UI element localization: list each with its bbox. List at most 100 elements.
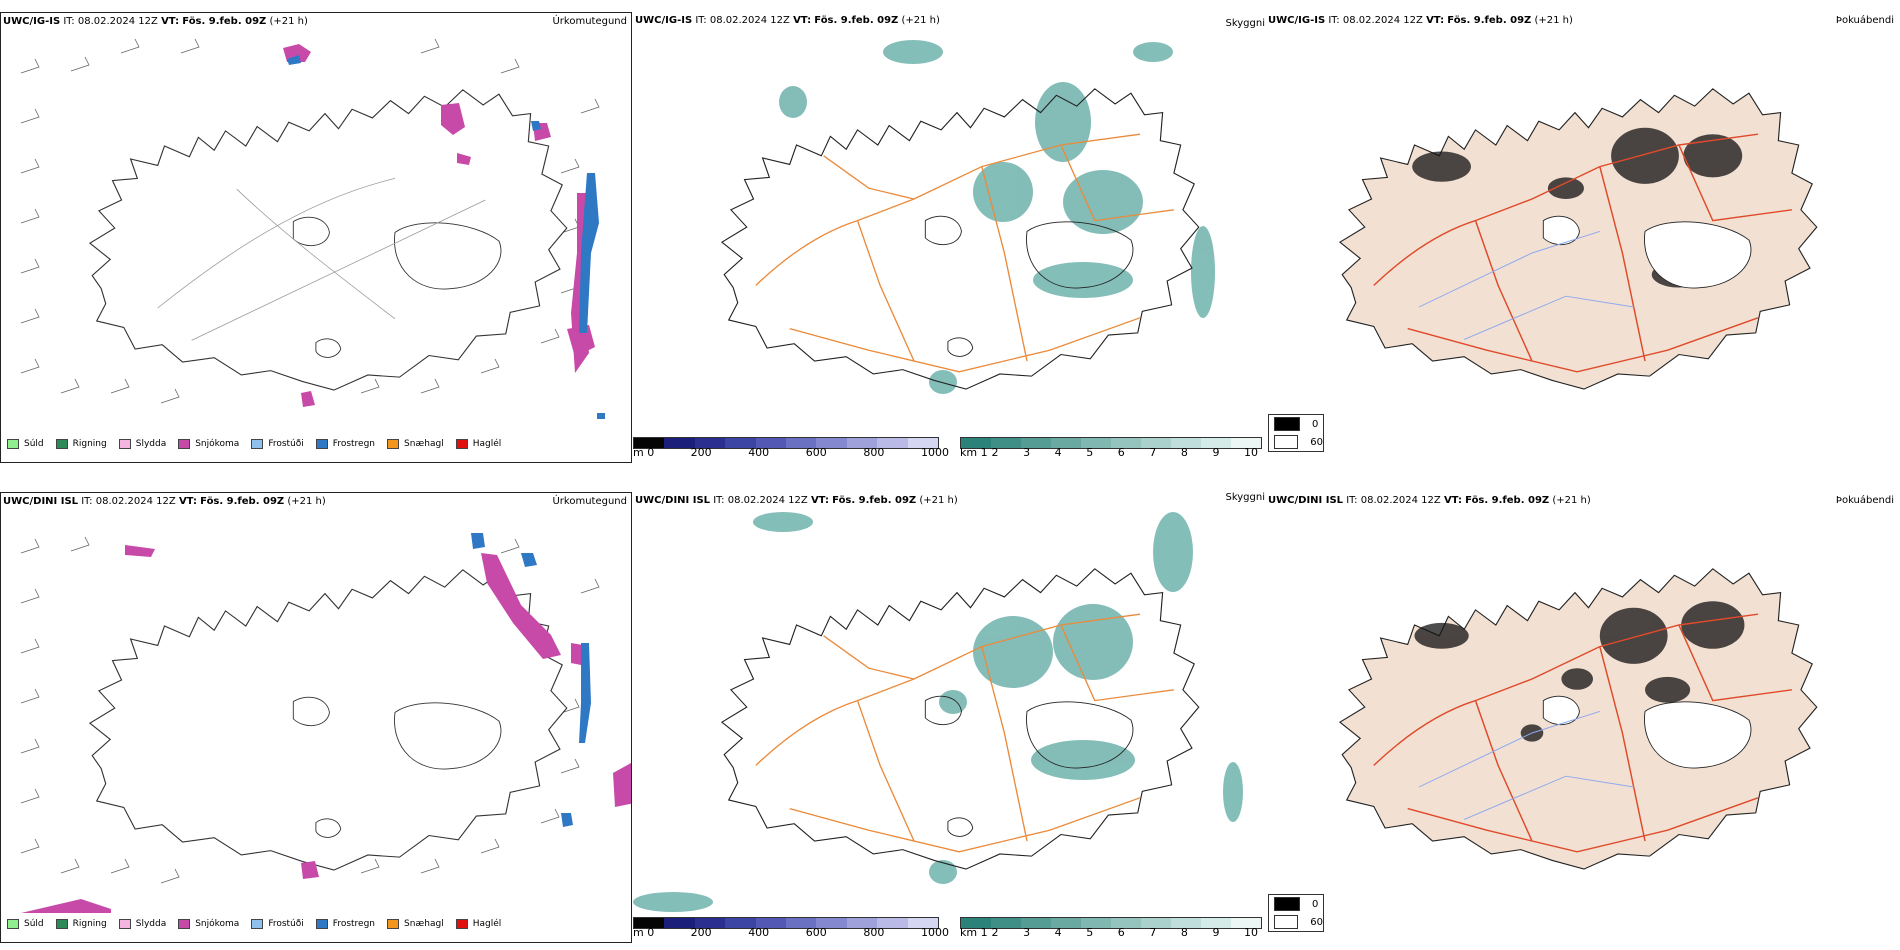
- visibility-map: [633, 512, 1243, 912]
- precip-legend-item: Snjókoma: [178, 919, 239, 929]
- fog-legend-swatch: [1274, 435, 1299, 449]
- fog-legend-low: 60: [1310, 916, 1323, 928]
- colorbar-segment: [634, 438, 665, 448]
- precip-legend-item: Snæhagl: [387, 439, 444, 449]
- precip-legend-item: Frostregn: [315, 439, 375, 449]
- panel-title: Skyggni: [1225, 492, 1265, 503]
- colorbar-tick-label: 600: [805, 446, 827, 459]
- fog-legend-low: 60: [1310, 436, 1323, 448]
- panel-header: UWC/IG-IS IT: 08.02.2024 12Z VT: Fös. 9.…: [635, 15, 940, 26]
- colorbar-tick-label: 9: [1212, 926, 1220, 939]
- panel-title: Úrkomutegund: [552, 16, 627, 27]
- colorbar-segment: [786, 438, 817, 448]
- precip-legend-label: Snjókoma: [195, 919, 240, 929]
- colorbar-segment: [907, 438, 939, 448]
- precip-legend-label: Snjókoma: [195, 439, 240, 449]
- precip-legend-item: Slydda: [118, 439, 166, 449]
- precip-legend-label: Rigning: [72, 439, 107, 449]
- fog-panel-1: UWC/IG-IS IT: 08.02.2024 12Z VT: Fös. 9.…: [1266, 12, 1900, 463]
- colorbar-segment: [1081, 918, 1111, 928]
- colorbar-segment: [907, 918, 939, 928]
- colorbar-segment: [664, 438, 695, 448]
- precip-legend-swatch: [251, 919, 264, 929]
- colorbar-segment: [634, 918, 665, 928]
- colorbar-segment: [725, 438, 756, 448]
- colorbar-tick-label: 2: [991, 446, 999, 459]
- colorbar-tick-label: 7: [1149, 926, 1157, 939]
- colorbar-tick-label: 8: [1180, 926, 1188, 939]
- precip-legend-label: Súld: [24, 439, 44, 449]
- colorbar-segment: [1141, 918, 1171, 928]
- colorbar-segment: [755, 918, 787, 928]
- precip-legend-label: Haglél: [472, 919, 502, 929]
- colorbar-segment: [1051, 438, 1081, 448]
- colorbar-tick-label: 3: [1023, 926, 1031, 939]
- colorbar-tick-label: 400: [748, 926, 770, 939]
- precip-legend-item: Rigning: [55, 919, 107, 929]
- precip-legend-item: Haglél: [455, 439, 501, 449]
- colorbar-segment: [846, 918, 878, 928]
- freezing-rain-areas: [287, 55, 605, 419]
- colorbar-segment: [1171, 438, 1201, 448]
- colorbar-segment: [816, 438, 847, 448]
- fog-legend-swatch: [1274, 915, 1299, 929]
- fog-panel-2: UWC/DINI ISL IT: 08.02.2024 12Z VT: Fös.…: [1266, 492, 1900, 943]
- precip-legend-label: Slydda: [135, 919, 167, 929]
- colorbar-segment: [755, 438, 787, 448]
- height-colorbar: [633, 917, 939, 929]
- colorbar-segment: [1171, 918, 1201, 928]
- colorbar-tick-label: 7: [1149, 446, 1157, 459]
- colorbar-segment: [1111, 918, 1141, 928]
- colorbar-segment: [1231, 438, 1261, 448]
- colorbar-tick-label: 800: [863, 926, 885, 939]
- precip-legend-swatch: [387, 439, 400, 449]
- precip-legend-item: Súld: [7, 919, 44, 929]
- colorbar-tick-label: 4: [1054, 446, 1062, 459]
- colorbar-tick-label: 1000: [921, 446, 949, 459]
- precip-legend-swatch: [118, 439, 131, 449]
- precip-map: [20, 38, 605, 419]
- panel-title: Þokuábendi: [1835, 495, 1894, 506]
- colorbar-segment: [1051, 918, 1081, 928]
- precip-legend-swatch: [55, 439, 68, 449]
- colorbar-segment: [846, 438, 878, 448]
- colorbar-tick-label: 9: [1212, 446, 1220, 459]
- precip-legend-item: Frostúði: [251, 439, 304, 449]
- precip-legend-swatch: [455, 439, 468, 449]
- colorbar-tick-label: km 1: [960, 926, 988, 939]
- colorbar-tick-label: 6: [1117, 926, 1125, 939]
- colorbar-tick-label: 400: [748, 446, 770, 459]
- colorbar-tick-label: 600: [805, 926, 827, 939]
- precip-legend-swatch: [251, 439, 264, 449]
- precip-legend-swatch: [7, 439, 19, 449]
- precip-legend-label: Frostúði: [268, 919, 304, 929]
- colorbar-segment: [786, 918, 817, 928]
- colorbar-tick-label: 1000: [921, 926, 949, 939]
- precip-legend-label: Rigning: [72, 919, 107, 929]
- visibility-colorbar-ticks: km 1 2 3 4 5 6 7 8 9 10: [960, 926, 1260, 940]
- precip-legend-swatch: [178, 919, 191, 929]
- precip-map: [20, 533, 631, 913]
- precip-legend-label: Súld: [24, 919, 44, 929]
- precip-legend-item: Frostúði: [251, 919, 304, 929]
- colorbar-tick-label: 2: [991, 926, 999, 939]
- colorbar-tick-label: 10: [1244, 926, 1258, 939]
- colorbar-tick-label: 200: [690, 446, 712, 459]
- colorbar-tick-label: 5: [1086, 446, 1094, 459]
- precip-legend-swatch: [315, 919, 328, 929]
- panel-title: Úrkomutegund: [552, 496, 627, 507]
- wind-barbs: [20, 536, 600, 884]
- height-colorbar-ticks: m 0 200 400 600 800 1000: [633, 446, 949, 460]
- colorbar-tick-label: 8: [1180, 446, 1188, 459]
- fog-legend-swatch: [1274, 417, 1300, 431]
- panel-header: UWC/IG-IS IT: 08.02.2024 12Z VT: Fös. 9.…: [3, 16, 308, 27]
- freezing-rain-areas: [471, 533, 591, 827]
- precip-legend-item: Snæhagl: [387, 919, 444, 929]
- colorbar-segment: [1201, 918, 1231, 928]
- colorbar-segment: [1201, 438, 1231, 448]
- precip-legend-swatch: [55, 919, 68, 929]
- fog-map: [1339, 88, 1818, 390]
- precip-legend-item: Haglél: [455, 919, 502, 929]
- colorbar-tick-label: 3: [1023, 446, 1031, 459]
- colorbar-segment: [1111, 438, 1141, 448]
